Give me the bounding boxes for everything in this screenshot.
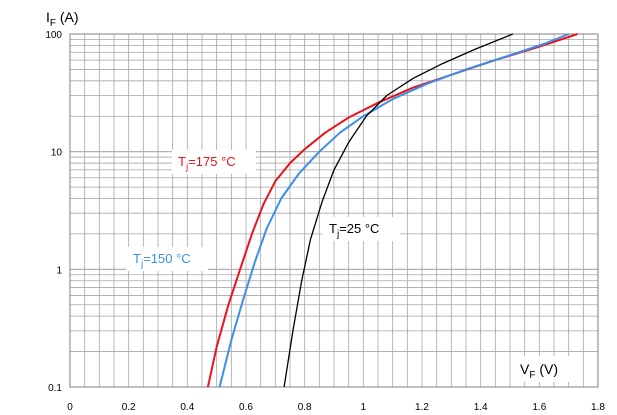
series-line: [218, 33, 570, 388]
y-tick-label: 10: [51, 148, 63, 159]
tick-labels: 0 0.2 0.4 0.6 0.8 1 1.2 1.4 1.6 1.8 0.1 1 10 100: [45, 30, 605, 413]
plot-frame: [69, 33, 599, 388]
x-tick-label: 1.6: [532, 402, 546, 413]
x-tick-label: 0.6: [239, 402, 253, 413]
y-axis-label-bg: [40, 4, 102, 30]
series-label-25-bg: [322, 217, 400, 241]
x-tick-label: 1: [361, 402, 367, 413]
y-axis-label: IF (A): [46, 9, 79, 29]
x-axis-label: VF (V): [520, 361, 558, 381]
grid: [69, 33, 599, 388]
series-label-25: Tj=25 °C: [329, 221, 379, 240]
x-tick-label: 1.4: [474, 402, 488, 413]
series-label-175-bg: [172, 150, 256, 174]
series-label-150: Tj=150 °C: [133, 251, 191, 270]
y-tick-label: 100: [45, 30, 62, 41]
curves: [206, 33, 578, 388]
x-tick-label: 0: [67, 402, 73, 413]
x-tick-label: 0.8: [298, 402, 312, 413]
x-tick-label: 1.2: [415, 402, 429, 413]
series-label-175: Tj=175 °C: [178, 154, 236, 173]
y-tick-label: 0.1: [48, 383, 62, 394]
x-tick-label: 0.4: [180, 402, 194, 413]
series-line: [283, 33, 514, 388]
x-tick-label: 0.2: [122, 402, 136, 413]
x-tick-label: 1.8: [591, 402, 605, 413]
y-tick-label: 1: [56, 265, 62, 276]
annotations: IF (A) VF (V) Tj=175 °C Tj=150 °C Tj=25 °C: [40, 4, 574, 382]
x-axis-label-bg: [512, 356, 574, 382]
series-label-150-bg: [126, 247, 208, 271]
